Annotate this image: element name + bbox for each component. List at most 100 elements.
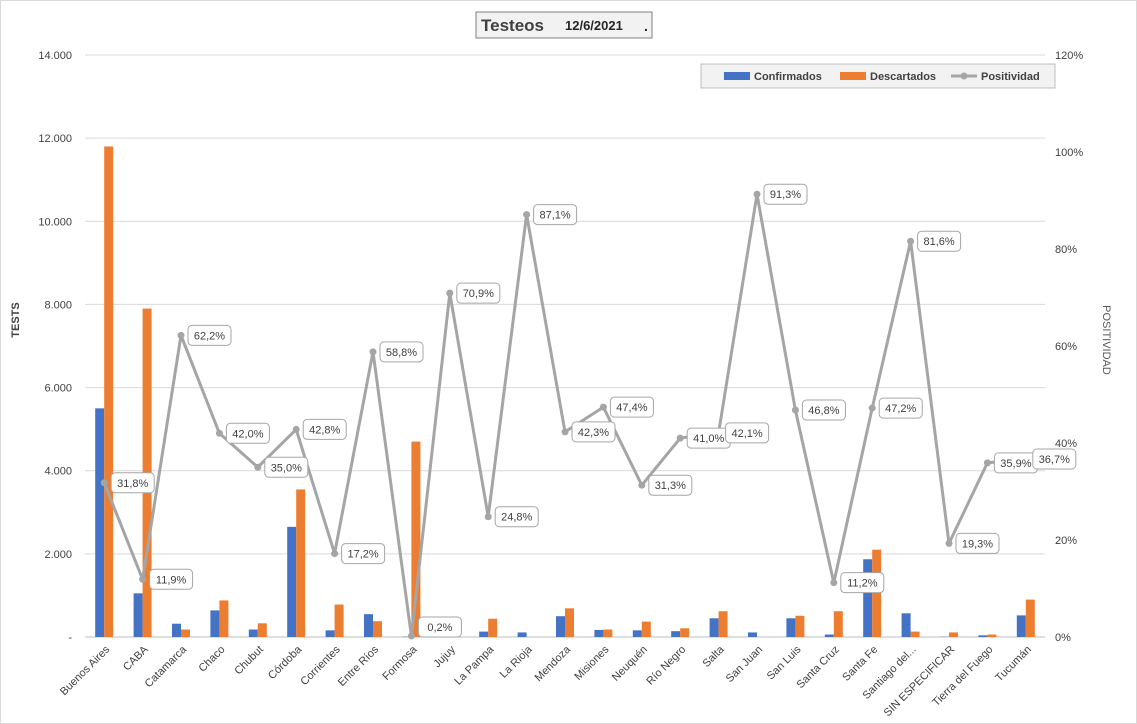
positividad-data-label: 31,8% [110, 472, 155, 494]
right-tick-label: 20% [1055, 535, 1077, 547]
positividad-point [139, 575, 147, 583]
bar-confirmados [1016, 615, 1026, 637]
positividad-data-label: 0,2% [417, 616, 462, 638]
legend-label-positividad: Positividad [981, 71, 1040, 83]
bar-descartados [104, 146, 114, 637]
positividad-point [331, 550, 339, 558]
data-label-box [302, 418, 347, 440]
positividad-data-label: 42,0% [225, 422, 270, 444]
positividad-data-label: 35,0% [264, 456, 309, 478]
data-label-box [494, 506, 539, 528]
right-axis-ticks: 0% 20% 40% 60% 80% 100% 120% [1055, 50, 1083, 644]
data-label-box [955, 532, 1000, 554]
positividad-data-label: 17,2% [341, 543, 386, 565]
legend-swatch-descartados [840, 72, 866, 80]
positividad-point [753, 190, 761, 198]
data-label-box [533, 204, 578, 226]
bar-descartados [833, 611, 843, 637]
data-label-text: 46,8% [808, 405, 839, 417]
bar-descartados [718, 611, 728, 637]
bar-confirmados [901, 613, 911, 637]
positividad-data-label: 19,3% [955, 532, 1000, 554]
positividad-point [446, 289, 454, 297]
positividad-point [599, 403, 607, 411]
data-label-box [878, 397, 923, 419]
positividad-point [254, 463, 262, 471]
positividad-point [638, 481, 646, 489]
bar-confirmados [594, 629, 604, 637]
bar-confirmados [172, 623, 181, 637]
bar-confirmados [364, 614, 373, 637]
data-label-box [110, 472, 155, 494]
data-label-text: 41,0% [693, 433, 724, 445]
bar-descartados [795, 615, 805, 637]
positividad-point [983, 459, 991, 467]
left-tick-label: 14.000 [38, 50, 72, 62]
data-label-text: 19,3% [962, 538, 993, 550]
positividad-point [369, 348, 377, 356]
data-label-text: 35,0% [271, 462, 302, 474]
positividad-data-label: 87,1% [533, 204, 578, 226]
data-label-text: 36,7% [1039, 454, 1070, 466]
data-label-text: 31,3% [655, 480, 686, 492]
right-tick-label: 120% [1055, 50, 1083, 62]
bar-descartados [680, 628, 690, 637]
positividad-data-label: 31,3% [648, 474, 693, 496]
bar-descartados [910, 631, 920, 637]
left-axis-title: TESTS [10, 302, 22, 337]
legend-frame [700, 63, 1056, 89]
data-label-box [725, 422, 770, 444]
bar-confirmados [248, 629, 258, 637]
positividad-data-label: 47,2% [878, 397, 923, 419]
data-label-box [1032, 448, 1077, 470]
data-label-text: 17,2% [347, 549, 378, 561]
left-tick-label: 8.000 [44, 299, 72, 311]
positividad-point [561, 428, 569, 436]
data-label-text: 70,9% [463, 288, 494, 300]
data-label-text: 11,2% [847, 578, 878, 590]
data-label-box [763, 183, 808, 205]
title-box: Testeos 12/6/2021 . [475, 11, 653, 39]
data-label-text: 47,2% [885, 403, 916, 415]
positividad-data-label: 36,7% [1032, 448, 1077, 470]
bar-confirmados [287, 526, 297, 637]
bar-descartados [181, 629, 190, 637]
bar-confirmados [709, 618, 719, 637]
data-label-text: 42,0% [232, 428, 263, 440]
positividad-point [292, 425, 300, 433]
bar-confirmados [632, 630, 642, 637]
data-label-text: 87,1% [539, 210, 570, 222]
positividad-point [100, 479, 108, 487]
positividad-point [407, 632, 415, 640]
bar-descartados [219, 600, 229, 637]
positividad-data-label: 42,8% [302, 418, 347, 440]
bar-descartados [987, 634, 997, 637]
positividad-point [945, 539, 953, 547]
left-tick-label: 12.000 [38, 133, 72, 145]
data-label-box [456, 282, 501, 304]
bar-confirmados [133, 593, 143, 637]
right-tick-label: 40% [1055, 438, 1077, 450]
left-tick-label: 10.000 [38, 216, 72, 228]
bar-confirmados [748, 632, 757, 637]
bar-confirmados [479, 631, 489, 637]
positividad-data-label: 81,6% [917, 230, 962, 252]
data-label-text: 81,6% [923, 236, 954, 248]
bar-descartados [488, 618, 498, 637]
positividad-data-label: 42,3% [571, 421, 616, 443]
positividad-data-label: 91,3% [763, 183, 808, 205]
positividad-data-label: 46,8% [801, 399, 846, 421]
chart-date: 12/6/2021 [565, 18, 623, 33]
bar-confirmados [978, 635, 988, 637]
positividad-data-label: 58,8% [379, 341, 424, 363]
bar-descartados [1025, 599, 1035, 637]
positividad-point [830, 579, 838, 587]
data-label-text: 58,8% [386, 347, 417, 359]
data-label-text: 0,2% [427, 622, 452, 634]
data-labels: 31,8% 11,9% 62,2% 42,0% 35,0% 42,8% 17,2% 58,8%… [110, 183, 1077, 638]
data-label-box [187, 324, 232, 346]
right-tick-label: 60% [1055, 341, 1077, 353]
